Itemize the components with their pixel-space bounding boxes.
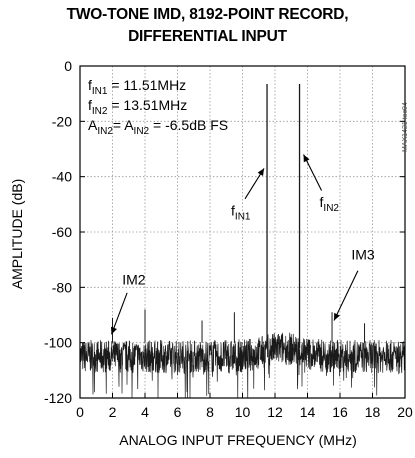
annotations: fIN1 fIN2 IM2 IM3 bbox=[110, 154, 375, 335]
y-tick-label: -40 bbox=[52, 169, 72, 185]
x-tick-label: 20 bbox=[397, 404, 413, 420]
tone1-arrow-head bbox=[257, 168, 265, 176]
tone2-label: fIN2 bbox=[320, 194, 340, 214]
tone2-arrow-head bbox=[303, 154, 310, 163]
y-tick-label: -60 bbox=[52, 224, 72, 240]
x-tick-label: 2 bbox=[109, 404, 117, 420]
x-tick-label: 4 bbox=[141, 404, 149, 420]
noise-floor bbox=[79, 332, 406, 399]
x-tick-label: 6 bbox=[174, 404, 182, 420]
legend-entry: AIN2= AIN2 = -6.5dB FS bbox=[88, 117, 228, 137]
tone1-label: fIN1 bbox=[231, 202, 251, 222]
figure-code: MAX1421 toc04 bbox=[402, 102, 409, 152]
x-tick-label: 18 bbox=[365, 404, 381, 420]
y-tick-label: 0 bbox=[64, 58, 72, 74]
x-tick-label: 10 bbox=[235, 404, 251, 420]
im3-label: IM3 bbox=[351, 247, 375, 263]
im2-arrow bbox=[110, 292, 128, 335]
chart-title-line1: TWO-TONE IMD, 8192-POINT RECORD, bbox=[66, 6, 349, 23]
x-axis-label: ANALOG INPUT FREQUENCY (MHz) bbox=[119, 432, 357, 448]
x-tick-label: 8 bbox=[206, 404, 214, 420]
im2-arrow-head bbox=[110, 326, 117, 335]
y-axis-label: AMPLITUDE (dB) bbox=[9, 179, 25, 289]
x-tick-label: 16 bbox=[332, 404, 348, 420]
y-tick-label: -100 bbox=[44, 335, 72, 351]
x-tick-label: 12 bbox=[267, 404, 283, 420]
axis-ticks: 0 2 4 6 8 10 12 14 16 18 20 0 -20 -40 -60 -80 -100 -120 bbox=[44, 58, 413, 420]
y-tick-label: -80 bbox=[52, 279, 72, 295]
im3-arrow-head bbox=[334, 312, 340, 321]
x-tick-label: 14 bbox=[300, 404, 316, 420]
legend-entry: fIN2 = 13.51MHz bbox=[88, 97, 187, 117]
im2-label: IM2 bbox=[122, 272, 146, 288]
y-tick-label: -120 bbox=[44, 390, 72, 406]
chart-title-line2: DIFFERENTIAL INPUT bbox=[128, 28, 287, 45]
y-tick-label: -20 bbox=[52, 113, 72, 129]
im3-arrow bbox=[333, 270, 359, 321]
x-tick-label: 0 bbox=[76, 404, 84, 420]
legend-entry: fIN1 = 11.51MHz bbox=[88, 77, 186, 97]
